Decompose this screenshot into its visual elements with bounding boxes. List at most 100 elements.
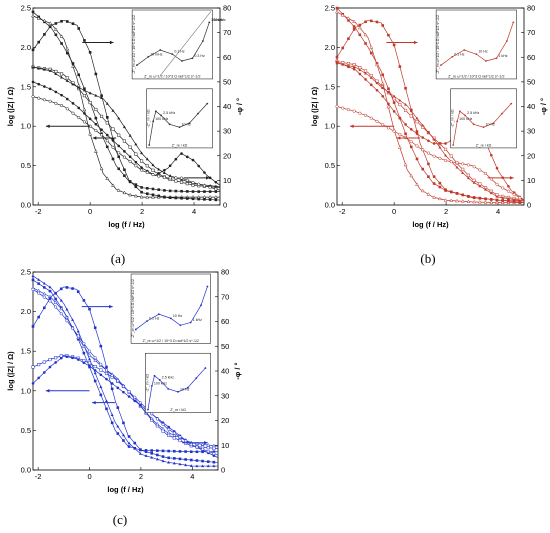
- data-point: [449, 198, 454, 202]
- data-point: [512, 200, 516, 203]
- data-point: [42, 18, 47, 23]
- data-point: [134, 142, 138, 146]
- data-point: [472, 199, 477, 204]
- data-point: [60, 72, 64, 76]
- y-right-tick-label: 10: [527, 176, 535, 185]
- y-right-tick-label: 40: [223, 102, 231, 111]
- y-right-tick-label: 30: [221, 391, 229, 400]
- data-point: [467, 195, 470, 198]
- data-point: [352, 65, 356, 68]
- data-point: [93, 326, 97, 329]
- inset-x-label: Z'_re / kΩ: [170, 408, 186, 412]
- data-point: [409, 173, 414, 178]
- data-point: [122, 139, 126, 143]
- data-point: [404, 86, 407, 90]
- data-point: [173, 457, 176, 460]
- y-right-tick-label: 60: [527, 53, 535, 62]
- data-point: [197, 182, 201, 186]
- data-point: [31, 95, 35, 99]
- inset-lower: Z'_re / kΩ -Z''_im / kΩ 100 kHz 2.5 kHz 10 H…: [145, 352, 211, 413]
- data-point: [150, 455, 154, 459]
- data-point: [167, 456, 170, 460]
- data-point: [172, 461, 176, 465]
- data-point: [438, 142, 442, 145]
- series-line: [336, 61, 525, 201]
- data-point: [512, 192, 516, 197]
- data-point: [375, 88, 379, 92]
- data-point: [174, 179, 178, 183]
- data-point: [409, 108, 413, 112]
- data-point: [144, 450, 148, 453]
- data-point: [71, 64, 75, 68]
- data-point: [167, 433, 171, 437]
- data-point: [122, 390, 125, 394]
- data-point: [358, 68, 362, 72]
- y-left-tick-label: 0.5: [21, 426, 31, 435]
- data-point: [105, 365, 108, 369]
- data-point: [54, 72, 58, 75]
- data-point: [110, 387, 114, 391]
- data-point: [77, 73, 81, 77]
- data-point: [184, 458, 187, 461]
- panel-c: -2 0 2 4 0.0 0.5 1.0 1.5 2.0 2.5 0 10 20 30 40 50 60 70 80…: [6, 268, 242, 495]
- data-point: [111, 139, 115, 142]
- y-right-tick-label: 30: [527, 127, 535, 136]
- data-point: [149, 416, 154, 420]
- data-point: [421, 136, 425, 139]
- data-point: [65, 20, 69, 23]
- data-point: [184, 463, 188, 467]
- inset-curve: [136, 22, 210, 66]
- arrow-head: [396, 136, 401, 140]
- data-point: [195, 464, 199, 468]
- data-point: [54, 361, 57, 364]
- data-point: [82, 361, 86, 365]
- data-point: [71, 82, 75, 86]
- y-left-tick-label: 2.5: [21, 4, 31, 13]
- data-point: [65, 76, 69, 80]
- data-point: [71, 356, 74, 360]
- data-point: [31, 10, 35, 14]
- data-point: [495, 200, 499, 204]
- data-point: [82, 88, 86, 92]
- data-point: [168, 189, 172, 193]
- data-point: [99, 373, 103, 377]
- data-point: [122, 125, 126, 129]
- data-point: [352, 109, 356, 113]
- data-point: [449, 154, 453, 158]
- y-left-tick-label: 1.0: [21, 386, 31, 395]
- data-point: [341, 46, 345, 50]
- data-point: [42, 291, 47, 296]
- data-point: [93, 379, 97, 383]
- data-point: [420, 188, 425, 193]
- series-6: [31, 80, 221, 186]
- inset-point: [482, 126, 485, 129]
- inset-point: [177, 390, 179, 393]
- data-point: [347, 19, 350, 22]
- data-point: [375, 119, 379, 123]
- data-point: [43, 33, 46, 36]
- y-left-tick-label: 2.0: [21, 43, 31, 52]
- y-left-tick-label: 1.5: [325, 82, 335, 91]
- data-point: [140, 186, 143, 189]
- data-point: [506, 189, 510, 193]
- data-point: [122, 155, 126, 159]
- x-tick-label: 2: [140, 207, 144, 216]
- data-point: [208, 195, 213, 199]
- data-point: [174, 196, 178, 200]
- data-point: [206, 460, 210, 463]
- data-point: [48, 365, 52, 369]
- inset-point: [179, 324, 182, 327]
- data-point: [197, 190, 201, 193]
- data-point: [65, 46, 70, 51]
- data-point: [151, 195, 155, 199]
- series-line: [32, 66, 221, 188]
- data-point: [352, 28, 356, 31]
- data-point: [99, 166, 104, 171]
- data-point: [449, 160, 453, 164]
- data-point: [358, 33, 362, 37]
- data-point: [105, 176, 110, 180]
- inset-frame: [450, 88, 517, 149]
- data-point: [460, 199, 465, 203]
- data-point: [155, 417, 159, 421]
- data-point: [392, 94, 396, 98]
